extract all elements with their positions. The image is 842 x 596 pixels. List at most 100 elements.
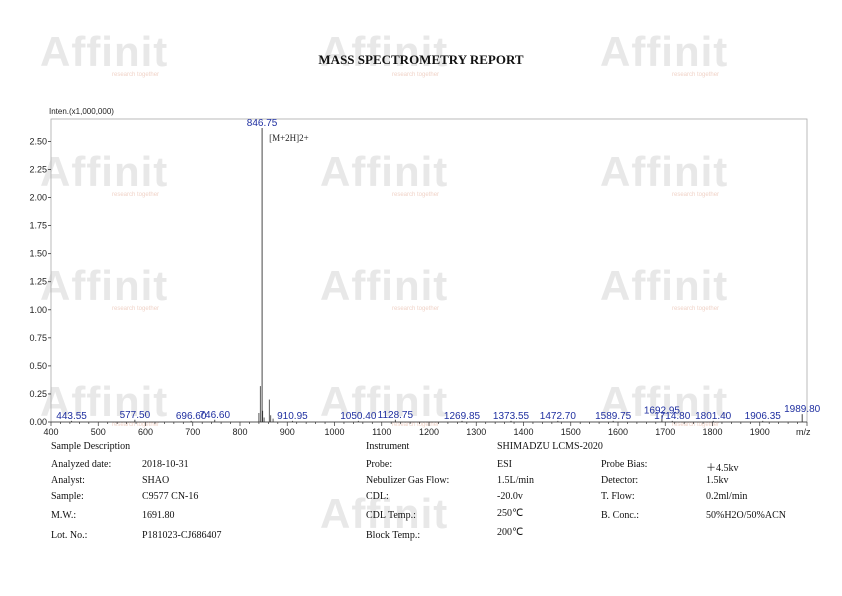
y-axis: 0.00 0.25 0.50 0.75 1.00 1.25 1.50 1.75 2.00 2.25… [29,136,51,427]
probe-value: ESI [497,459,512,470]
x-tick-label: 400 [43,427,58,437]
peak-label: 1050.40 [340,411,377,422]
report-title: MASS SPECTROMETRY REPORT [318,52,524,67]
lot-no-value: P181023-CJ686407 [142,530,222,541]
watermark-tagline: research together [112,192,160,198]
nebulizer-label: Nebulizer Gas Flow: [366,475,450,486]
y-tick-label: 2.00 [29,193,47,203]
analyzed-date-value: 2018-10-31 [142,459,189,470]
mw-value: 1691.80 [142,510,175,521]
peak-label: 696.60 [176,411,207,422]
peak-label: 1692.95 [644,405,681,416]
watermark-logo: Affinit [600,148,729,195]
nebulizer-value: 1.5L/min [497,475,534,486]
watermark-logo: Affinit [320,490,449,537]
lot-no-label: Lot. No.: [51,530,88,541]
peak-label: 1714.80 [654,411,691,422]
peak-label: 1989.80 [784,404,821,415]
x-tick-label: 1900 [750,427,770,437]
detector-label: Detector: [601,475,639,486]
watermark-tagline: research together [672,306,720,312]
y-tick-label: 1.25 [29,277,47,287]
watermark-logo: Affinit [320,378,449,425]
x-tick-label: 1500 [561,427,581,437]
y-tick-label: 0.00 [29,417,47,427]
y-tick-label: 0.25 [29,389,47,399]
watermark-logo: Affinit [40,148,169,195]
analyzed-date-label: Analyzed date: [51,459,112,470]
watermark-logo: Affinit [600,28,729,75]
mass-spectrum-chart: Inten.(x1,000,000) 0.00 0.25 0.50 0.75 1.00 1… [29,107,821,437]
watermark-logo: Affinit [320,262,449,309]
watermark-tagline: research together [392,72,440,78]
y-tick-label: 1.00 [29,305,47,315]
x-tick-label: 1300 [466,427,486,437]
analyst-label: Analyst: [51,475,85,486]
peaks [71,127,803,422]
cdl-label: CDL: [366,491,389,502]
cdl-temp-label: CDL Temp.: [366,510,416,521]
watermark-logo: Affinit [40,28,169,75]
annotations: [M+2H]2+ [269,133,309,143]
y-tick-label: 2.50 [29,136,47,146]
y-tick-label: 1.50 [29,249,47,259]
x-tick-label: 1100 [372,427,391,437]
probe-bias-label: Probe Bias: [601,459,648,470]
watermark-tagline: research together [392,306,440,312]
x-tick-label: 700 [185,427,200,437]
peak-label: 1269.85 [444,411,481,422]
x-tick-label: 900 [280,427,295,437]
minor-peaks [258,386,274,422]
b-conc-label: B. Conc.: [601,510,640,521]
x-tick-label: 500 [91,427,106,437]
y-axis-label: Inten.(x1,000,000) [49,107,114,116]
peak-label: 1472.70 [540,411,577,422]
peak-label: 1373.55 [493,411,530,422]
b-conc-value: 50%H2O/50%ACN [706,510,786,521]
block-temp-value: 200℃ [497,527,524,538]
y-tick-label: 2.25 [29,165,47,175]
t-flow-label: T. Flow: [601,491,635,502]
block-temp-label: Block Temp.: [366,530,421,541]
watermark-tagline: research together [672,192,720,198]
cdl-value: -20.0v [497,491,523,502]
watermark-logo: Affinit [320,148,449,195]
watermark-logo: Affinit [40,378,169,425]
x-tick-label: 1200 [419,427,439,437]
watermark-tagline: research together [392,192,440,198]
sample-label: Sample: [51,491,84,502]
peak-label: 1906.35 [745,411,782,422]
watermark-logo: Affinit [40,262,169,309]
mw-label: M.W.: [51,510,77,521]
cdl-temp-value: 250℃ [497,508,524,519]
watermark-logo: Affinit [600,262,729,309]
watermark-tagline: research together [672,72,720,78]
watermark-tagline: research together [112,72,160,78]
detector-value: 1.5kv [706,475,729,486]
watermark-tagline: research together [672,422,720,428]
peak-label: 1128.75 [378,410,414,421]
x-tick-label: 1700 [655,427,675,437]
y-tick-label: 1.75 [29,221,47,231]
instrument-heading: Instrument [366,441,410,452]
y-tick-label: 0.50 [29,361,47,371]
x-tick-label: 600 [138,427,153,437]
watermark-logo: Affinit [600,378,729,425]
x-tick-label: 1400 [513,427,533,437]
peak-label: 1801.40 [695,411,732,422]
watermark-tagline: research together [112,306,160,312]
peak-label: 846.75 [247,118,278,129]
x-tick-label: 1800 [702,427,722,437]
sample-description-heading: Sample Description [51,441,131,452]
peak-label: 443.55 [56,411,87,422]
watermark-logo: Affinit [320,28,449,75]
x-tick-label: 800 [232,427,247,437]
x-tick-label: 1600 [608,427,628,437]
sample-value: C9577 CN-16 [142,491,199,502]
x-axis: 400 500 600 700 800 900 1000 1100 1200 1300 1400 15… [43,421,808,437]
t-flow-value: 0.2ml/min [706,491,748,502]
peak-label: 1589.75 [595,411,632,422]
y-tick-label: 0.75 [29,333,47,343]
peak-label: 746.60 [199,410,230,421]
plot-frame [50,118,808,423]
